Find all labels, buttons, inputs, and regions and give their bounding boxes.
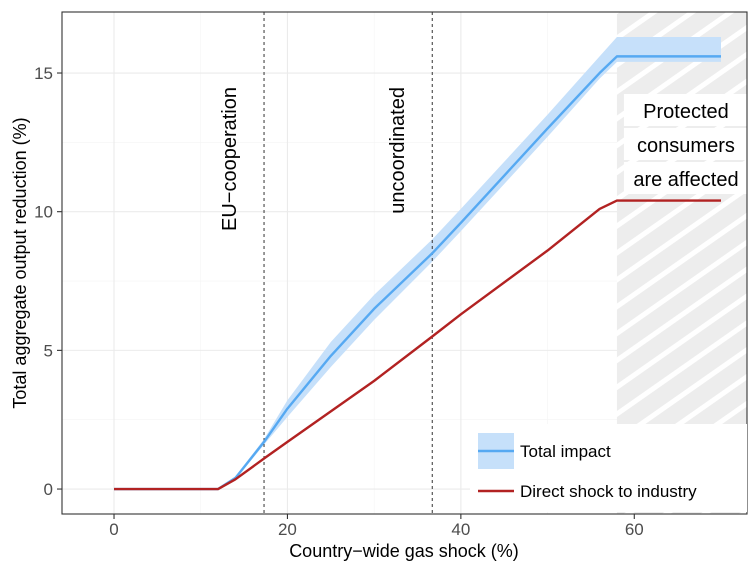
- label-background: [623, 162, 748, 194]
- total-impact-band: [114, 36, 721, 490]
- y-tick-label: 10: [34, 203, 53, 222]
- x-tick-label: 20: [278, 520, 297, 539]
- x-axis-ticks: 0 20 40 60: [109, 514, 644, 539]
- direct-shock-line: [114, 199, 721, 491]
- legend: Total impact Direct shock to industry: [470, 424, 747, 512]
- y-axis-ticks: 0 5 10 15: [34, 64, 62, 499]
- vertical-line-label: EU−cooperation: [219, 87, 241, 231]
- label-background: [623, 128, 748, 160]
- label-background: [623, 94, 748, 126]
- y-axis-title: Total aggregate output reduction (%): [10, 117, 30, 408]
- y-tick-label: 15: [34, 64, 53, 83]
- total-impact-line: [114, 55, 721, 491]
- shaded-region-label-line: are affected: [633, 169, 738, 191]
- vertical-line-labels: EU−cooperation uncoordinated: [219, 87, 409, 231]
- y-tick-label: 5: [44, 341, 53, 360]
- legend-label-total: Total impact: [520, 442, 611, 461]
- x-tick-label: 0: [109, 520, 118, 539]
- y-tick-label: 0: [44, 480, 53, 499]
- shaded-region-label-line: Protected: [643, 101, 729, 123]
- shaded-region-label-line: consumers: [637, 135, 735, 157]
- legend-background: [470, 424, 747, 512]
- x-axis-title: Country−wide gas shock (%): [289, 541, 519, 561]
- series-lines: [114, 55, 721, 491]
- vertical-line-label: uncoordinated: [387, 87, 409, 214]
- plot-border: [61, 11, 748, 515]
- x-tick-label: 60: [625, 520, 644, 539]
- x-tick-label: 40: [451, 520, 470, 539]
- legend-label-direct: Direct shock to industry: [520, 482, 697, 501]
- shaded-region-label: Protected consumers are affected: [623, 94, 748, 194]
